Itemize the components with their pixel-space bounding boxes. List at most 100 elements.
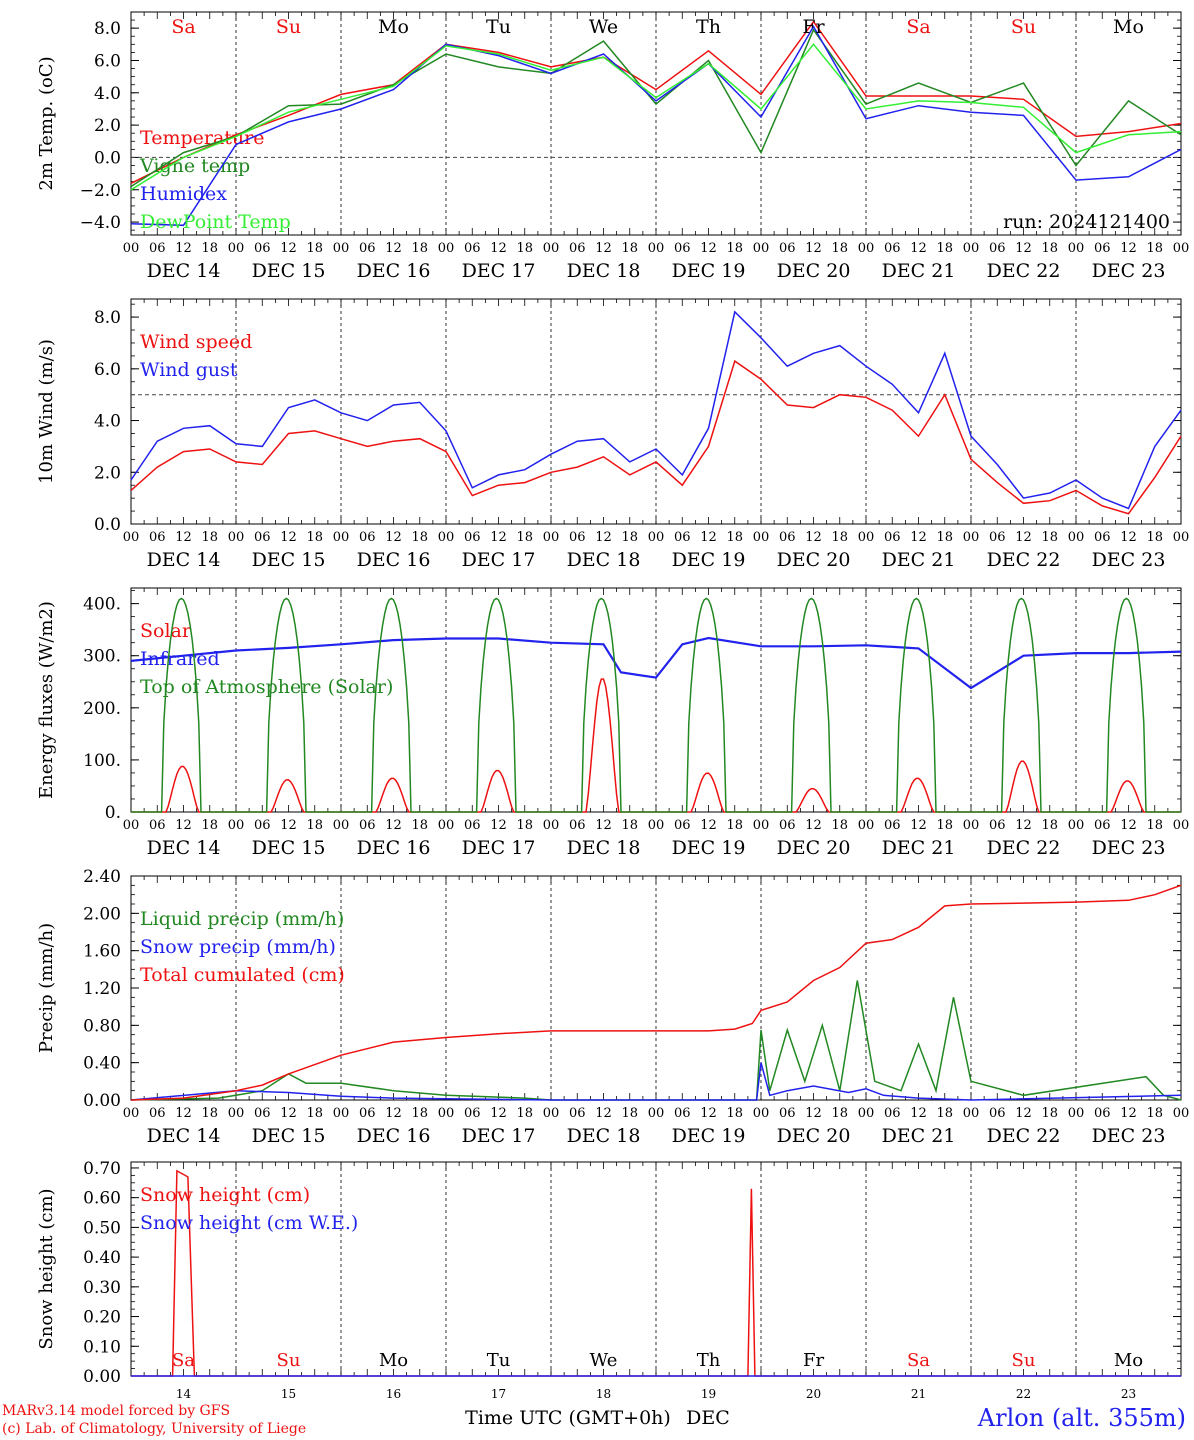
hour-label: 06: [884, 530, 901, 545]
day-name-top: Su: [276, 16, 301, 38]
hour-label: 06: [149, 530, 166, 545]
hour-label: 06: [254, 241, 271, 256]
hour-label: 12: [1015, 1106, 1032, 1121]
date-label: DEC 18: [567, 549, 641, 571]
day-name-bottom: Sa: [907, 1350, 930, 1371]
day-name-bottom: Mo: [379, 1350, 408, 1371]
hour-label: 18: [726, 530, 743, 545]
date-label: DEC 16: [357, 1125, 431, 1147]
y-tick-label: 6.0: [94, 360, 121, 380]
date-label: DEC 19: [672, 837, 746, 859]
series-line-wind-gust: [130, 310, 1182, 510]
panel-frame-2: [130, 298, 1182, 525]
date-label: DEC 20: [777, 1125, 851, 1147]
date-label: DEC 18: [567, 837, 641, 859]
hour-label: 00: [963, 818, 980, 833]
hour-label: 18: [201, 818, 218, 833]
y-tick-label: 2.0: [94, 463, 121, 483]
hour-label: 00: [1173, 530, 1190, 545]
date-label: DEC 20: [777, 837, 851, 859]
hour-label: 06: [1094, 1106, 1111, 1121]
hour-label: 00: [333, 241, 350, 256]
hour-label: 12: [1120, 530, 1137, 545]
hour-label: 18: [516, 1106, 533, 1121]
hour-label: 12: [805, 818, 822, 833]
hour-label: 00: [858, 818, 875, 833]
hour-label: 06: [464, 241, 481, 256]
hour-label: 18: [1146, 241, 1163, 256]
date-label: DEC 18: [567, 260, 641, 282]
hour-label: 00: [228, 1106, 245, 1121]
y-tick-label: 0.40: [83, 1054, 121, 1074]
date-label: DEC 23: [1092, 837, 1166, 859]
y-tick-label: 0.70: [83, 1159, 121, 1179]
day-name-bottom: Su: [1012, 1350, 1036, 1371]
hour-label: 18: [831, 530, 848, 545]
series-line-top-of-atmosphere-solar-: [131, 597, 1181, 813]
date-label: DEC 15: [252, 1125, 326, 1147]
date-label: DEC 23: [1092, 1125, 1166, 1147]
y-tick-label: 100.: [83, 751, 121, 771]
hour-label: 18: [1041, 241, 1058, 256]
hour-label: 06: [1094, 241, 1111, 256]
hour-label: 18: [726, 1106, 743, 1121]
y-tick-label: 4.0: [94, 84, 121, 104]
hour-label: 00: [753, 818, 770, 833]
y-tick-label: 2.00: [83, 904, 121, 924]
hour-label: 06: [884, 818, 901, 833]
hour-label: 06: [254, 818, 271, 833]
location-label: Arlon (alt. 355m): [977, 1404, 1186, 1432]
day-number: 21: [911, 1387, 926, 1401]
hour-label: 06: [989, 1106, 1006, 1121]
date-label: DEC 21: [882, 837, 956, 859]
hour-label: 06: [1094, 818, 1111, 833]
day-name-top: Th: [696, 16, 721, 38]
legend-entry: Snow precip (mm/h): [140, 936, 336, 958]
hour-label: 06: [569, 530, 586, 545]
hour-label: 06: [779, 241, 796, 256]
y-tick-label: −4.0: [80, 213, 121, 233]
date-label: DEC 17: [462, 1125, 536, 1147]
hour-label: 12: [280, 241, 297, 256]
hour-label: 18: [1146, 530, 1163, 545]
series-line-wind-speed: [130, 359, 1182, 515]
panel-frame-3: [130, 587, 1182, 813]
day-name-bottom: Fr: [803, 1350, 824, 1371]
date-label: DEC 19: [672, 549, 746, 571]
legend-entry: Solar: [140, 620, 192, 642]
y-axis-label: Precip (mm/h): [36, 923, 57, 1053]
run-label: run: 2024121400: [1003, 211, 1170, 233]
hour-label: 12: [385, 818, 402, 833]
day-number: 19: [701, 1387, 716, 1401]
hour-label: 12: [385, 530, 402, 545]
day-number: 22: [1016, 1387, 1031, 1401]
hour-label: 06: [359, 818, 376, 833]
hour-label: 00: [438, 241, 455, 256]
hour-label: 00: [753, 241, 770, 256]
date-label: DEC 21: [882, 549, 956, 571]
hour-label: 18: [726, 241, 743, 256]
date-label: DEC 21: [882, 1125, 956, 1147]
hour-label: 06: [149, 818, 166, 833]
hour-label: 18: [936, 530, 953, 545]
hour-label: 00: [543, 530, 560, 545]
legend-entry: DewPoint Temp: [140, 211, 291, 233]
hour-label: 18: [621, 241, 638, 256]
hour-label: 12: [490, 241, 507, 256]
y-tick-label: 2.0: [94, 116, 121, 136]
hour-label: 18: [516, 241, 533, 256]
hour-label: 12: [805, 1106, 822, 1121]
hour-label: 12: [595, 1106, 612, 1121]
y-tick-label: 8.0: [94, 19, 121, 39]
date-label: DEC 20: [777, 260, 851, 282]
y-tick-label: 4.0: [94, 412, 121, 432]
hour-label: 18: [201, 530, 218, 545]
hour-label: 00: [648, 530, 665, 545]
date-label: DEC 14: [147, 837, 221, 859]
hour-label: 00: [333, 1106, 350, 1121]
hour-label: 00: [753, 530, 770, 545]
hour-label: 18: [411, 530, 428, 545]
hour-label: 12: [175, 818, 192, 833]
hour-label: 00: [123, 241, 140, 256]
